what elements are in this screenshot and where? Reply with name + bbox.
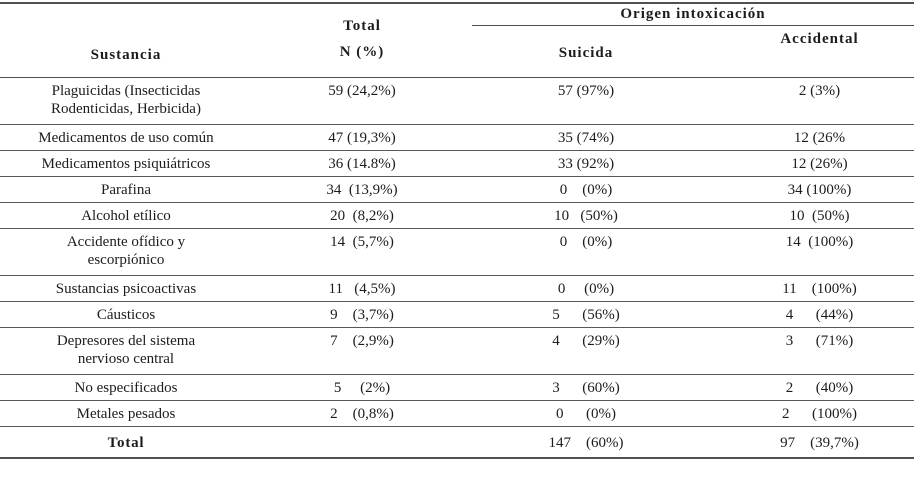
table-row: Plaguicidas (Insecticidas Rodenticidas, …	[0, 78, 914, 125]
column-group-origen: Origen intoxicación Suicida Accidental	[472, 4, 914, 77]
total-value-cell: 14 (5,7%)	[330, 234, 394, 250]
suicida-value-cell: 0 (0%)	[559, 234, 613, 250]
substance-label-cell: Cáusticos	[96, 307, 156, 323]
accidental-value-cell: 2 (40%)	[785, 380, 854, 396]
total-value-cell: 20 (8,2%)	[330, 208, 394, 224]
table-row: Medicamentos psiquiátricos 36 (14.8%) 33…	[0, 151, 914, 177]
total-value-cell: 7 (2,9%)	[330, 333, 394, 349]
column-header-accidental: Accidental	[780, 31, 859, 47]
table-row: Parafina 34 (13,9%) 0 (0%) 34 (100%)	[0, 177, 914, 203]
total-value-cell: 59 (24,2%)	[328, 83, 396, 99]
table-row: Medicamentos de uso común 47 (19,3%) 35 …	[0, 125, 914, 151]
origin-intoxication-table: Sustancia Total N (%) Origen intoxicació…	[0, 2, 914, 459]
accidental-value-cell: 2 (3%)	[798, 83, 841, 99]
accidental-value-cell: 97 (39,7%)	[780, 435, 859, 451]
suicida-value-cell: 5 (56%)	[552, 307, 620, 323]
substance-label-cell: Alcohol etílico	[81, 208, 171, 224]
accidental-value-cell: 3 (71%)	[785, 333, 854, 349]
suicida-value-cell: 0 (0%)	[557, 281, 615, 297]
column-group-header-origen-intoxicacion: Origen intoxicación	[472, 4, 914, 26]
suicida-value-cell: 0 (0%)	[559, 182, 613, 198]
total-value-cell: 5 (2%)	[333, 380, 391, 396]
column-header-sustancia: Sustancia	[90, 47, 162, 63]
suicida-value-cell: 3 (60%)	[552, 380, 620, 396]
total-value-cell: 47 (19,3%)	[328, 130, 396, 146]
substance-label-cell: Medicamentos de uso común	[38, 130, 214, 146]
table-row: Depresores del sistema nervioso central …	[0, 328, 914, 375]
suicida-value-cell: 4 (29%)	[552, 333, 620, 349]
column-group-subheaders: Suicida Accidental	[472, 26, 914, 77]
accidental-value-cell: 12 (26%	[793, 130, 846, 146]
table-row: Metales pesados 2 (0,8%) 0 (0%) 2 (100%)	[0, 401, 914, 427]
suicida-value-cell: 0 (0%)	[556, 406, 616, 422]
suicida-value-cell: 33 (92%)	[557, 156, 615, 172]
total-value-cell: 2 (0,8%)	[330, 406, 394, 422]
column-header-total-line1: Total	[343, 17, 381, 34]
substance-label-cell: Plaguicidas (Insecticidas Rodenticidas, …	[51, 83, 201, 117]
column-header-total-line2: N (%)	[339, 43, 385, 60]
accidental-value-cell: 14 (100%)	[785, 234, 854, 250]
total-value-cell	[252, 427, 472, 457]
substance-label-cell: Accidente ofídico y escorpiónico	[66, 234, 186, 268]
total-value-cell: 36 (14.8%)	[328, 156, 396, 172]
accidental-value-cell: 11 (100%)	[782, 281, 857, 297]
substance-label-cell: Medicamentos psiquiátricos	[41, 156, 211, 172]
table-row: Total 147 (60%) 97 (39,7%)	[0, 427, 914, 457]
total-value-cell: 11 (4,5%)	[328, 281, 396, 297]
suicida-value-cell: 57 (97%)	[557, 83, 615, 99]
table-header: Sustancia Total N (%) Origen intoxicació…	[0, 4, 914, 78]
suicida-value-cell: 10 (50%)	[554, 208, 618, 224]
table-row: Cáusticos 9 (3,7%) 5 (56%) 4 (44%)	[0, 302, 914, 328]
substance-label-cell: No especificados	[74, 380, 178, 396]
table-body: Plaguicidas (Insecticidas Rodenticidas, …	[0, 78, 914, 457]
accidental-value-cell: 2 (100%)	[782, 406, 857, 422]
accidental-value-cell: 12 (26%)	[791, 156, 848, 172]
table-row: Accidente ofídico y escorpiónico 14 (5,7…	[0, 229, 914, 276]
substance-label-cell: Depresores del sistema nervioso central	[56, 333, 196, 367]
column-header-total: Total N (%)	[252, 4, 472, 77]
accidental-value-cell: 34 (100%)	[787, 182, 852, 198]
accidental-value-cell: 10 (50%)	[789, 208, 850, 224]
table-row: No especificados 5 (2%) 3 (60%) 2 (40%)	[0, 375, 914, 401]
suicida-value-cell: 35 (74%)	[557, 130, 615, 146]
substance-label-cell: Total	[107, 435, 145, 451]
column-header-suicida: Suicida	[558, 45, 614, 61]
substance-label-cell: Sustancias psicoactivas	[55, 281, 197, 297]
table-row: Alcohol etílico 20 (8,2%) 10 (50%) 10 (5…	[0, 203, 914, 229]
table-row: Sustancias psicoactivas 11 (4,5%) 0 (0%)…	[0, 276, 914, 302]
suicida-value-cell: 147 (60%)	[548, 435, 624, 451]
substance-label-cell: Metales pesados	[76, 406, 176, 422]
total-value-cell: 34 (13,9%)	[326, 182, 398, 198]
total-value-cell: 9 (3,7%)	[330, 307, 394, 323]
accidental-value-cell: 4 (44%)	[785, 307, 854, 323]
substance-label-cell: Parafina	[101, 182, 151, 198]
